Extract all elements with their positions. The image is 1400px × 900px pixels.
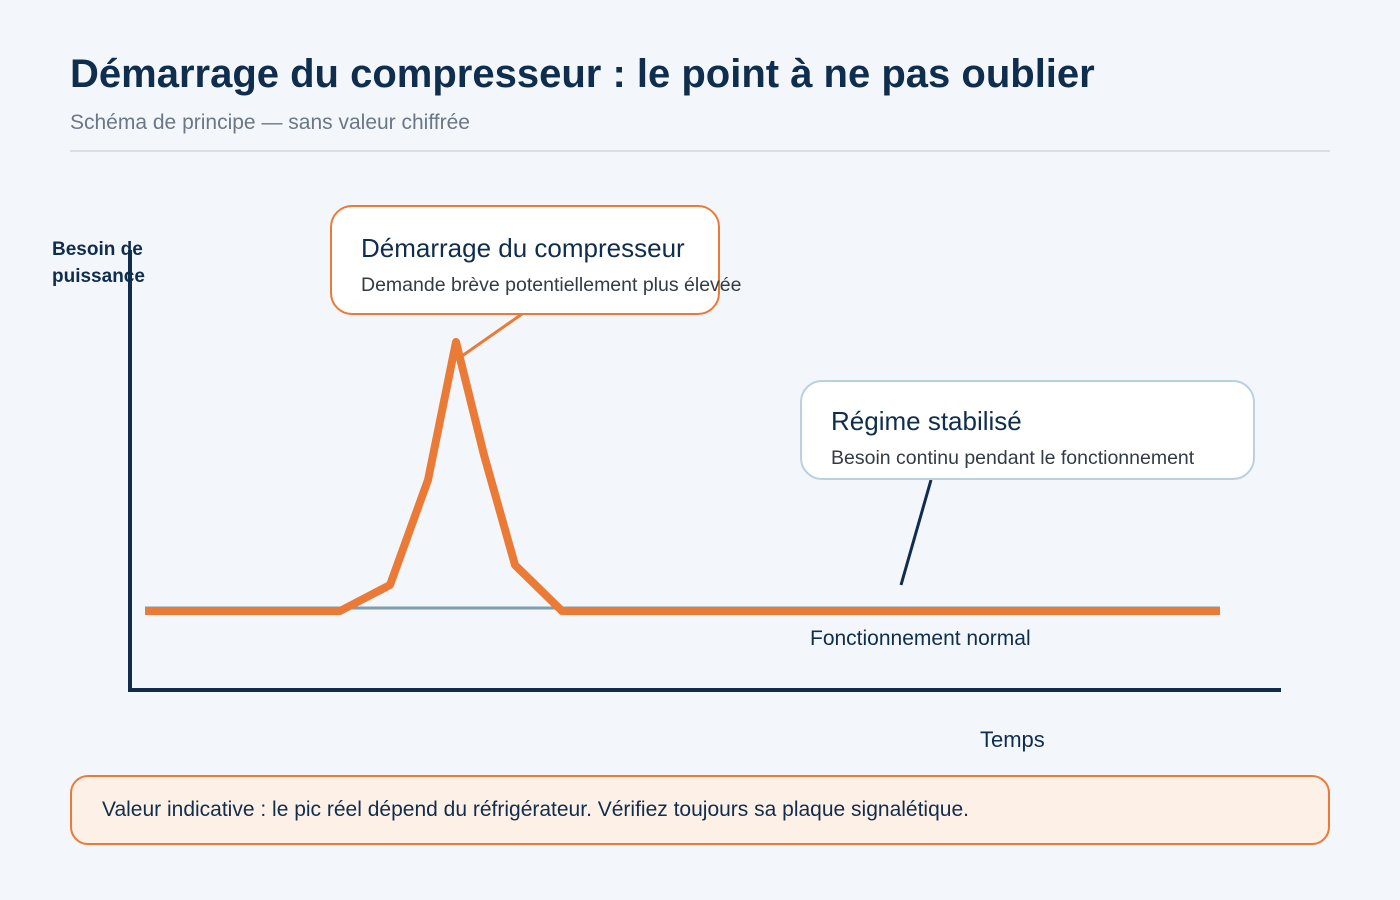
- indicative-value-note: Valeur indicative : le pic réel dépend d…: [70, 775, 1330, 845]
- steady-callout-leader: [899, 479, 933, 586]
- y-axis-label: Besoin de puissance: [52, 239, 145, 287]
- steady-state-callout-text: Besoin continu pendant le fonctionnement: [831, 447, 1195, 469]
- baseline-label: Fonctionnement normal: [810, 627, 1031, 650]
- x-axis-label: Temps: [980, 727, 1045, 752]
- startup-callout-title: Démarrage du compresseur: [361, 233, 685, 263]
- header-divider: [70, 150, 1330, 152]
- startup-callout-leader: [461, 312, 523, 358]
- page-subtitle: Schéma de principe — sans valeur chiffré…: [70, 111, 470, 134]
- startup-callout-text: Demande brève potentiellement plus élevé…: [361, 274, 742, 296]
- startup-callout: Démarrage du compresseur Demande brève p…: [330, 205, 742, 315]
- steady-state-callout-title: Régime stabilisé: [831, 406, 1022, 436]
- power-demand-curve: [145, 338, 1220, 615]
- page-title: Démarrage du compresseur : le point à ne…: [70, 52, 1095, 96]
- steady-state-callout: Régime stabilisé Besoin continu pendant …: [800, 380, 1255, 480]
